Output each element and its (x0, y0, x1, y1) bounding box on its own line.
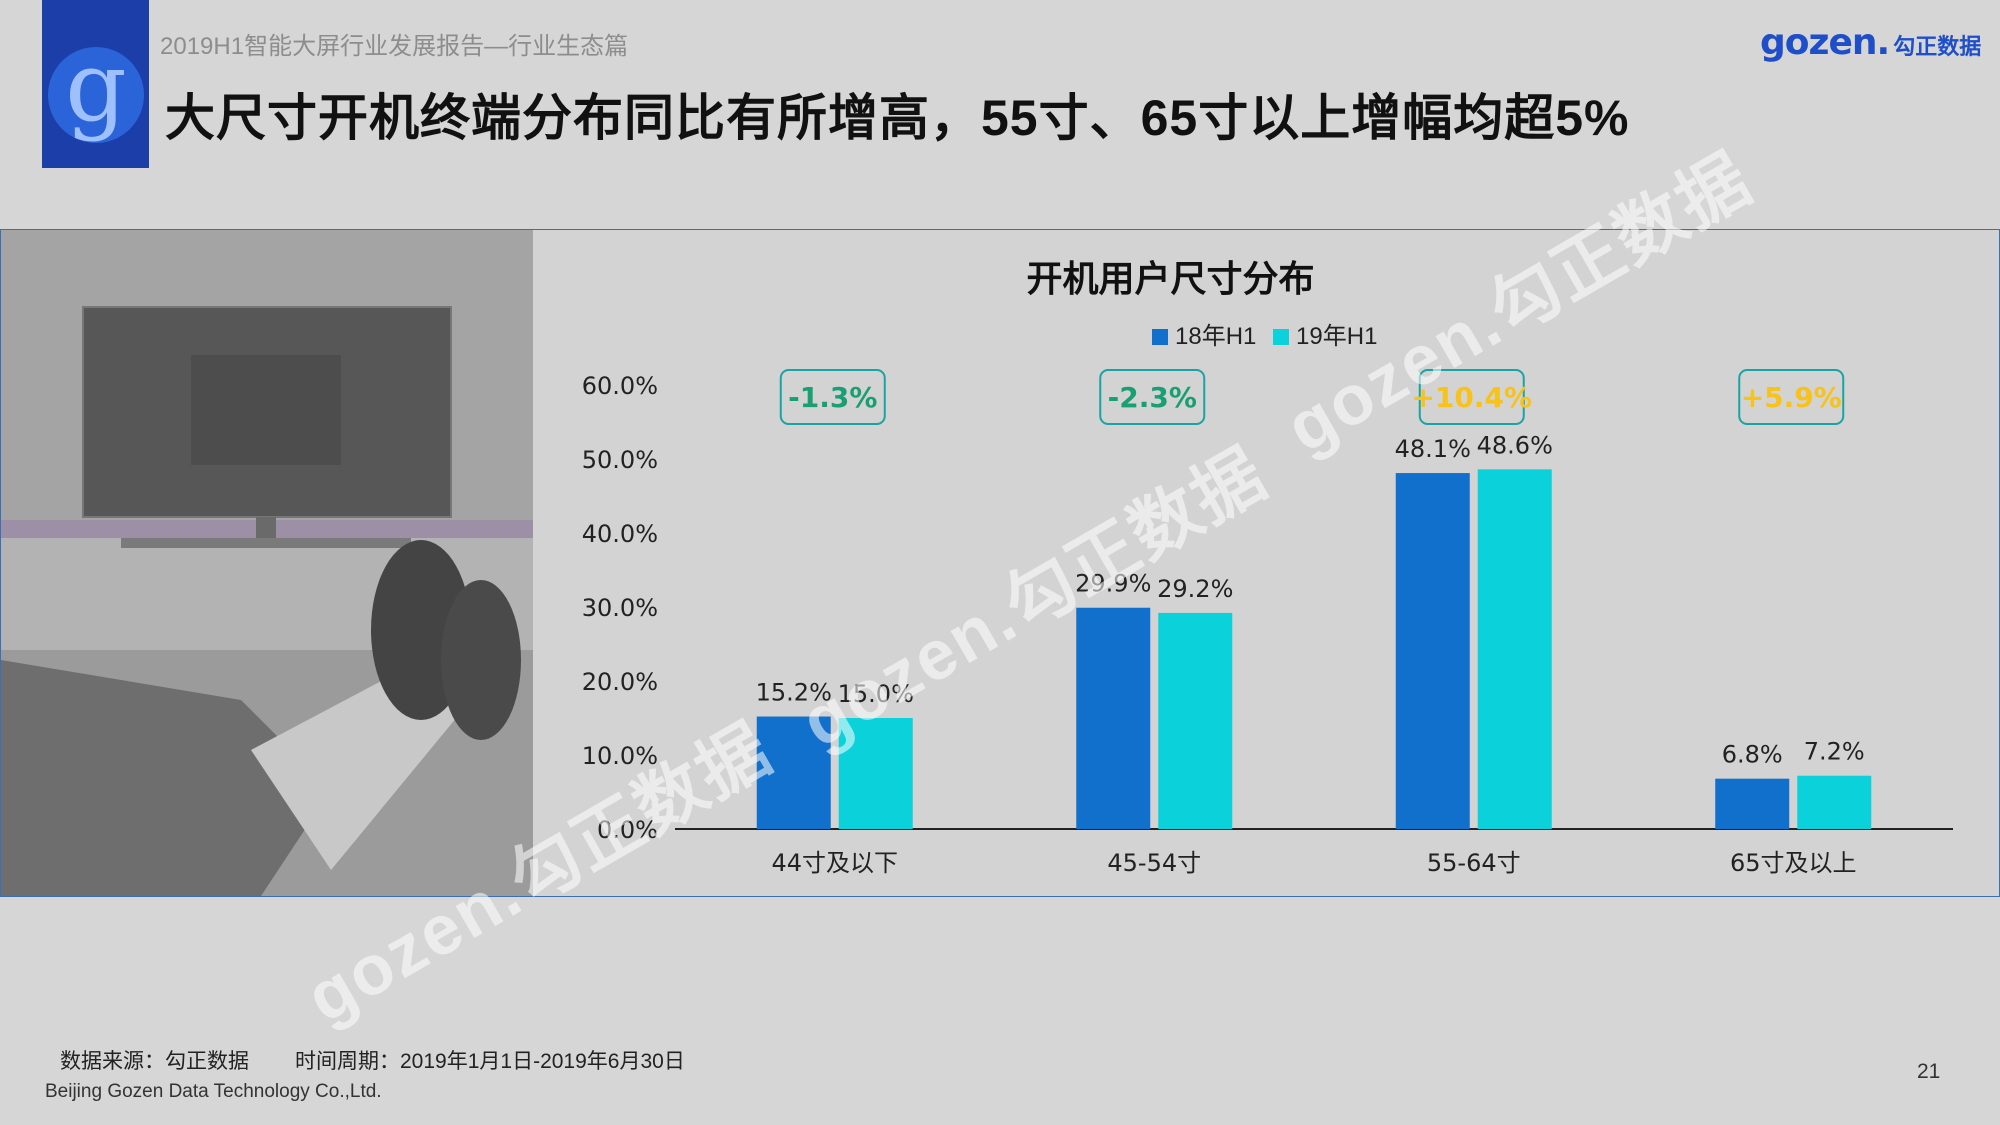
bar-18h1 (756, 716, 831, 829)
brand-name-cn: 勾正数据 (1893, 34, 1982, 59)
y-tick-label: 40.0% (582, 520, 658, 548)
content-panel: 开机用户尺寸分布 0.0% 10.0% 20.0% 30.0% 40.0% 50.0% 60… (0, 229, 2000, 897)
data-label: 29.9% (1075, 570, 1151, 598)
chart-area: 开机用户尺寸分布 0.0% 10.0% 20.0% 30.0% 40.0% 50.0% 60… (533, 230, 1999, 896)
data-label: 29.2% (1157, 575, 1233, 603)
y-tick-label: 50.0% (582, 446, 658, 474)
logo-g-icon: g (48, 47, 144, 143)
brand-name-en: gozen. (1760, 22, 1890, 63)
change-label: -2.3% (1108, 381, 1197, 414)
legend-label-19h1: 19年H1 (1296, 323, 1378, 350)
legend-swatch-19h1 (1273, 329, 1290, 345)
bar-18h1 (1076, 607, 1151, 829)
x-tick-label: 45-54寸 (1107, 849, 1201, 877)
data-label: 15.0% (838, 680, 914, 708)
x-tick-label: 44寸及以下 (771, 849, 898, 877)
x-tick-label: 55-64寸 (1427, 849, 1521, 877)
bar-19h1 (1158, 612, 1233, 829)
change-badge (779, 369, 886, 425)
bar-18h1 (1395, 473, 1470, 829)
chart-title: 开机用户尺寸分布 (1026, 258, 1315, 299)
data-label: 7.2% (1804, 738, 1865, 766)
data-label: 48.6% (1477, 431, 1553, 459)
legend-swatch-18h1 (1152, 329, 1168, 345)
brand-logo: gozen. 勾正数据 (1760, 22, 1981, 63)
bar-19h1 (1797, 775, 1872, 829)
page-title: 大尺寸开机终端分布同比有所增高，55寸、65寸以上增幅均超5% (165, 90, 1630, 146)
x-tick-label: 65寸及以上 (1730, 849, 1857, 877)
page-number: 21 (1917, 1060, 1941, 1083)
change-badge (1099, 369, 1206, 425)
y-tick-label: 60.0% (582, 372, 658, 400)
bar-19h1 (1477, 469, 1552, 829)
bar-18h1 (1715, 778, 1790, 829)
company-name: Beijing Gozen Data Technology Co.,Ltd. (45, 1081, 382, 1102)
legend-item-19h1: 19年H1 (1273, 316, 1377, 351)
y-tick-label: 30.0% (582, 594, 658, 622)
change-badge (1738, 369, 1845, 425)
change-badge (1418, 369, 1525, 425)
bar-19h1 (838, 718, 913, 829)
report-subtitle: 2019H1智能大屏行业发展报告—行业生态篇 (160, 33, 629, 60)
logo-block: g (42, 0, 149, 168)
change-label: -1.3% (788, 381, 877, 414)
y-tick-label: 20.0% (582, 668, 658, 696)
tv-room-photo (1, 230, 533, 896)
data-label: 48.1% (1395, 435, 1471, 463)
bar-chart: 0.0% 10.0% 20.0% 30.0% 40.0% 50.0% 60.0% 44寸及以下… (582, 369, 1953, 877)
legend-label-18h1: 18年H1 (1175, 323, 1257, 350)
y-tick-label: 10.0% (582, 742, 658, 770)
data-label: 6.8% (1722, 741, 1783, 769)
data-source: 数据来源：勾正数据 (60, 1050, 249, 1073)
change-label: +10.4% (1411, 381, 1532, 414)
chart-legend: 18年H1 19年H1 (1152, 316, 1387, 351)
y-tick-label: 0.0% (597, 816, 658, 844)
footer-source: 数据来源：勾正数据 时间周期：2019年1月1日-2019年6月30日 (60, 1045, 731, 1075)
data-label: 15.2% (756, 679, 832, 707)
time-period: 时间周期：2019年1月1日-2019年6月30日 (295, 1050, 685, 1073)
tv-room-illustration (1, 230, 533, 896)
legend-item-18h1: 18年H1 (1152, 316, 1256, 351)
change-label: +5.9% (1741, 381, 1842, 414)
